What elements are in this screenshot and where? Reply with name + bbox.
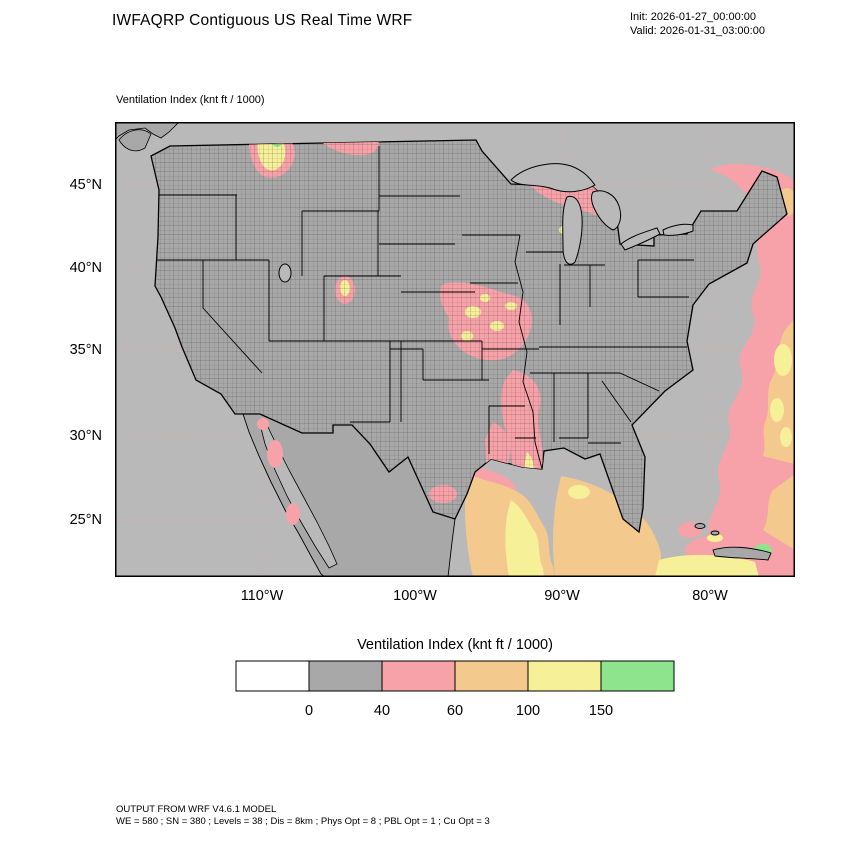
- legend-cell-5: [600, 660, 675, 692]
- state-borders: [155, 146, 694, 470]
- x-axis-tick-80w: 80°W: [692, 588, 728, 604]
- init-time: Init: 2026-01-27_00:00:00: [630, 11, 756, 23]
- page-title: IWFAQRP Contiguous US Real Time WRF: [112, 12, 413, 29]
- footer-config-line: WE = 580 ; SN = 380 ; Levels = 38 ; Dis …: [116, 816, 490, 827]
- region-blob: [707, 534, 723, 542]
- legend-cell-3: [454, 660, 529, 692]
- region-blob: [655, 554, 759, 577]
- lake-huron: [591, 190, 622, 231]
- ocean-yellow-regions: [505, 344, 792, 577]
- bahamas-island: [710, 530, 720, 536]
- region-blob: [700, 164, 795, 577]
- vancouver-island: [118, 129, 152, 152]
- y-axis-tick-40n: 40°N: [69, 260, 102, 276]
- region-blob: [267, 440, 283, 468]
- map-variable-label: Ventilation Index (knt ft / 1000): [116, 94, 265, 106]
- bahamas-island: [694, 523, 706, 529]
- region-blob: [780, 427, 792, 447]
- region-blob: [553, 476, 661, 577]
- region-blob: [505, 500, 544, 577]
- x-axis-tick-110w: 110°W: [240, 588, 284, 604]
- region-blob: [286, 503, 300, 525]
- footer-model-line: OUTPUT FROM WRF V4.6.1 MODEL: [116, 804, 277, 815]
- legend-title: Ventilation Index (knt ft / 1000): [357, 637, 553, 653]
- region-blob: [568, 485, 590, 499]
- legend-cell-0: [235, 660, 310, 692]
- y-axis-tick-25n: 25°N: [69, 512, 102, 528]
- run-timestamps: Init: 2026-01-27_00:00:00 Valid: 2026-01…: [630, 10, 765, 38]
- legend-colorbar: [235, 660, 675, 692]
- mexico-coast-pink-regions: [257, 418, 300, 525]
- legend-cell-2: [381, 660, 456, 692]
- caribbean-islands: [694, 523, 772, 561]
- map-figure: [115, 122, 795, 577]
- legend-tick-150: 150: [588, 703, 614, 719]
- region-blob: [774, 344, 792, 376]
- legend-tick-60: 60: [446, 703, 464, 719]
- great-lakes: [278, 163, 694, 283]
- legend-tick-0: 0: [304, 703, 314, 719]
- legend-tick-40: 40: [373, 703, 391, 719]
- y-axis-tick-45n: 45°N: [69, 177, 102, 193]
- legend-cell-4: [527, 660, 602, 692]
- region-blob: [257, 418, 269, 430]
- map-frame: [115, 122, 795, 577]
- lake-ontario: [662, 223, 694, 236]
- footer: OUTPUT FROM WRF V4.6.1 MODEL WE = 580 ; …: [116, 804, 490, 828]
- valid-time: Valid: 2026-01-31_03:00:00: [630, 25, 765, 37]
- lake-superior: [510, 163, 596, 193]
- x-axis-tick-90w: 90°W: [544, 588, 580, 604]
- y-axis-tick-30n: 30°N: [69, 428, 102, 444]
- canada-coast: [115, 122, 180, 141]
- region-blob: [770, 398, 784, 422]
- legend-tick-100: 100: [515, 703, 541, 719]
- great-salt-lake: [278, 263, 292, 283]
- legend-cell-1: [308, 660, 383, 692]
- lake-erie: [620, 227, 661, 251]
- lake-michigan: [562, 195, 583, 265]
- cuba-island: [712, 546, 772, 561]
- region-blob: [763, 474, 795, 550]
- x-axis-tick-100w: 100°W: [393, 588, 437, 604]
- map-svg: [115, 122, 795, 577]
- y-axis-tick-35n: 35°N: [69, 342, 102, 358]
